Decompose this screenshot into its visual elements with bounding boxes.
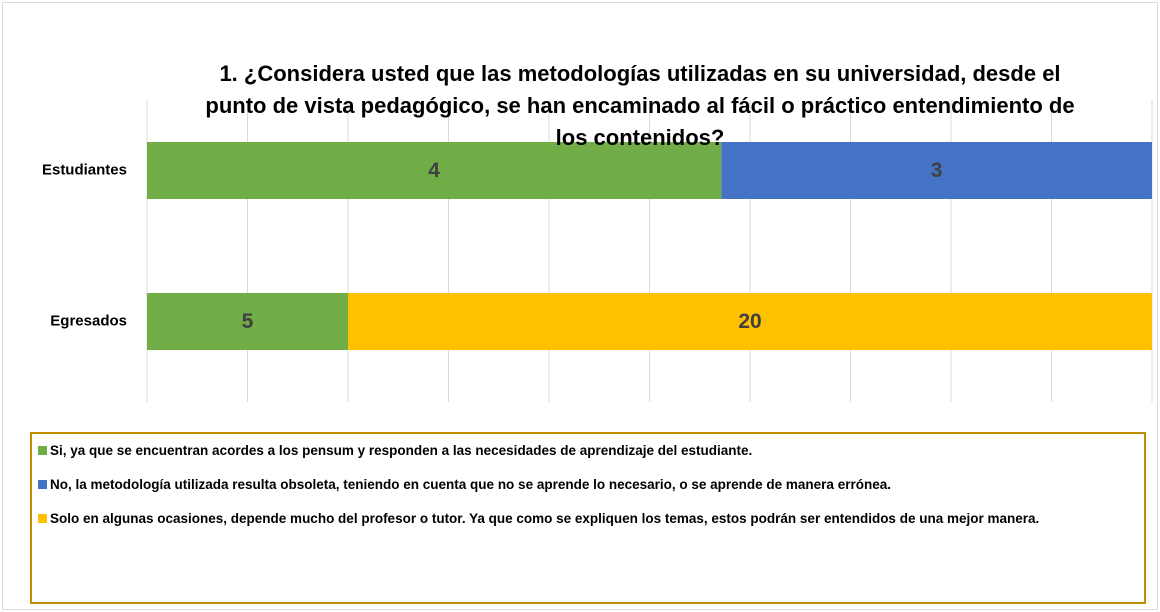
- legend-label: Solo en algunas ocasiones, depende mucho…: [50, 511, 1040, 526]
- data-label: 20: [738, 310, 761, 333]
- legend-label: Si, ya que se encuentran acordes a los p…: [50, 443, 753, 458]
- legend-entry: Si, ya que se encuentran acordes a los p…: [38, 440, 1138, 462]
- legend-entry: Solo en algunas ocasiones, depende mucho…: [38, 508, 1138, 530]
- data-label: 3: [931, 159, 943, 182]
- bar: [721, 142, 1152, 199]
- legend-label: No, la metodología utilizada resulta obs…: [50, 477, 891, 492]
- legend: Si, ya que se encuentran acordes a los p…: [30, 432, 1146, 604]
- chart-title: 1. ¿Considera usted que las metodologías…: [205, 61, 1075, 150]
- legend-swatch: [38, 446, 47, 455]
- y-tick-label: Egresados: [50, 312, 127, 329]
- legend-swatch: [38, 514, 47, 523]
- y-tick-label: Estudiantes: [42, 161, 127, 178]
- bar: [147, 142, 722, 199]
- data-label: 5: [242, 310, 254, 333]
- bar: [348, 293, 1152, 350]
- bar: [147, 293, 348, 350]
- data-label: 4: [428, 159, 440, 182]
- legend-swatch: [38, 480, 47, 489]
- legend-entry: No, la metodología utilizada resulta obs…: [38, 474, 1138, 496]
